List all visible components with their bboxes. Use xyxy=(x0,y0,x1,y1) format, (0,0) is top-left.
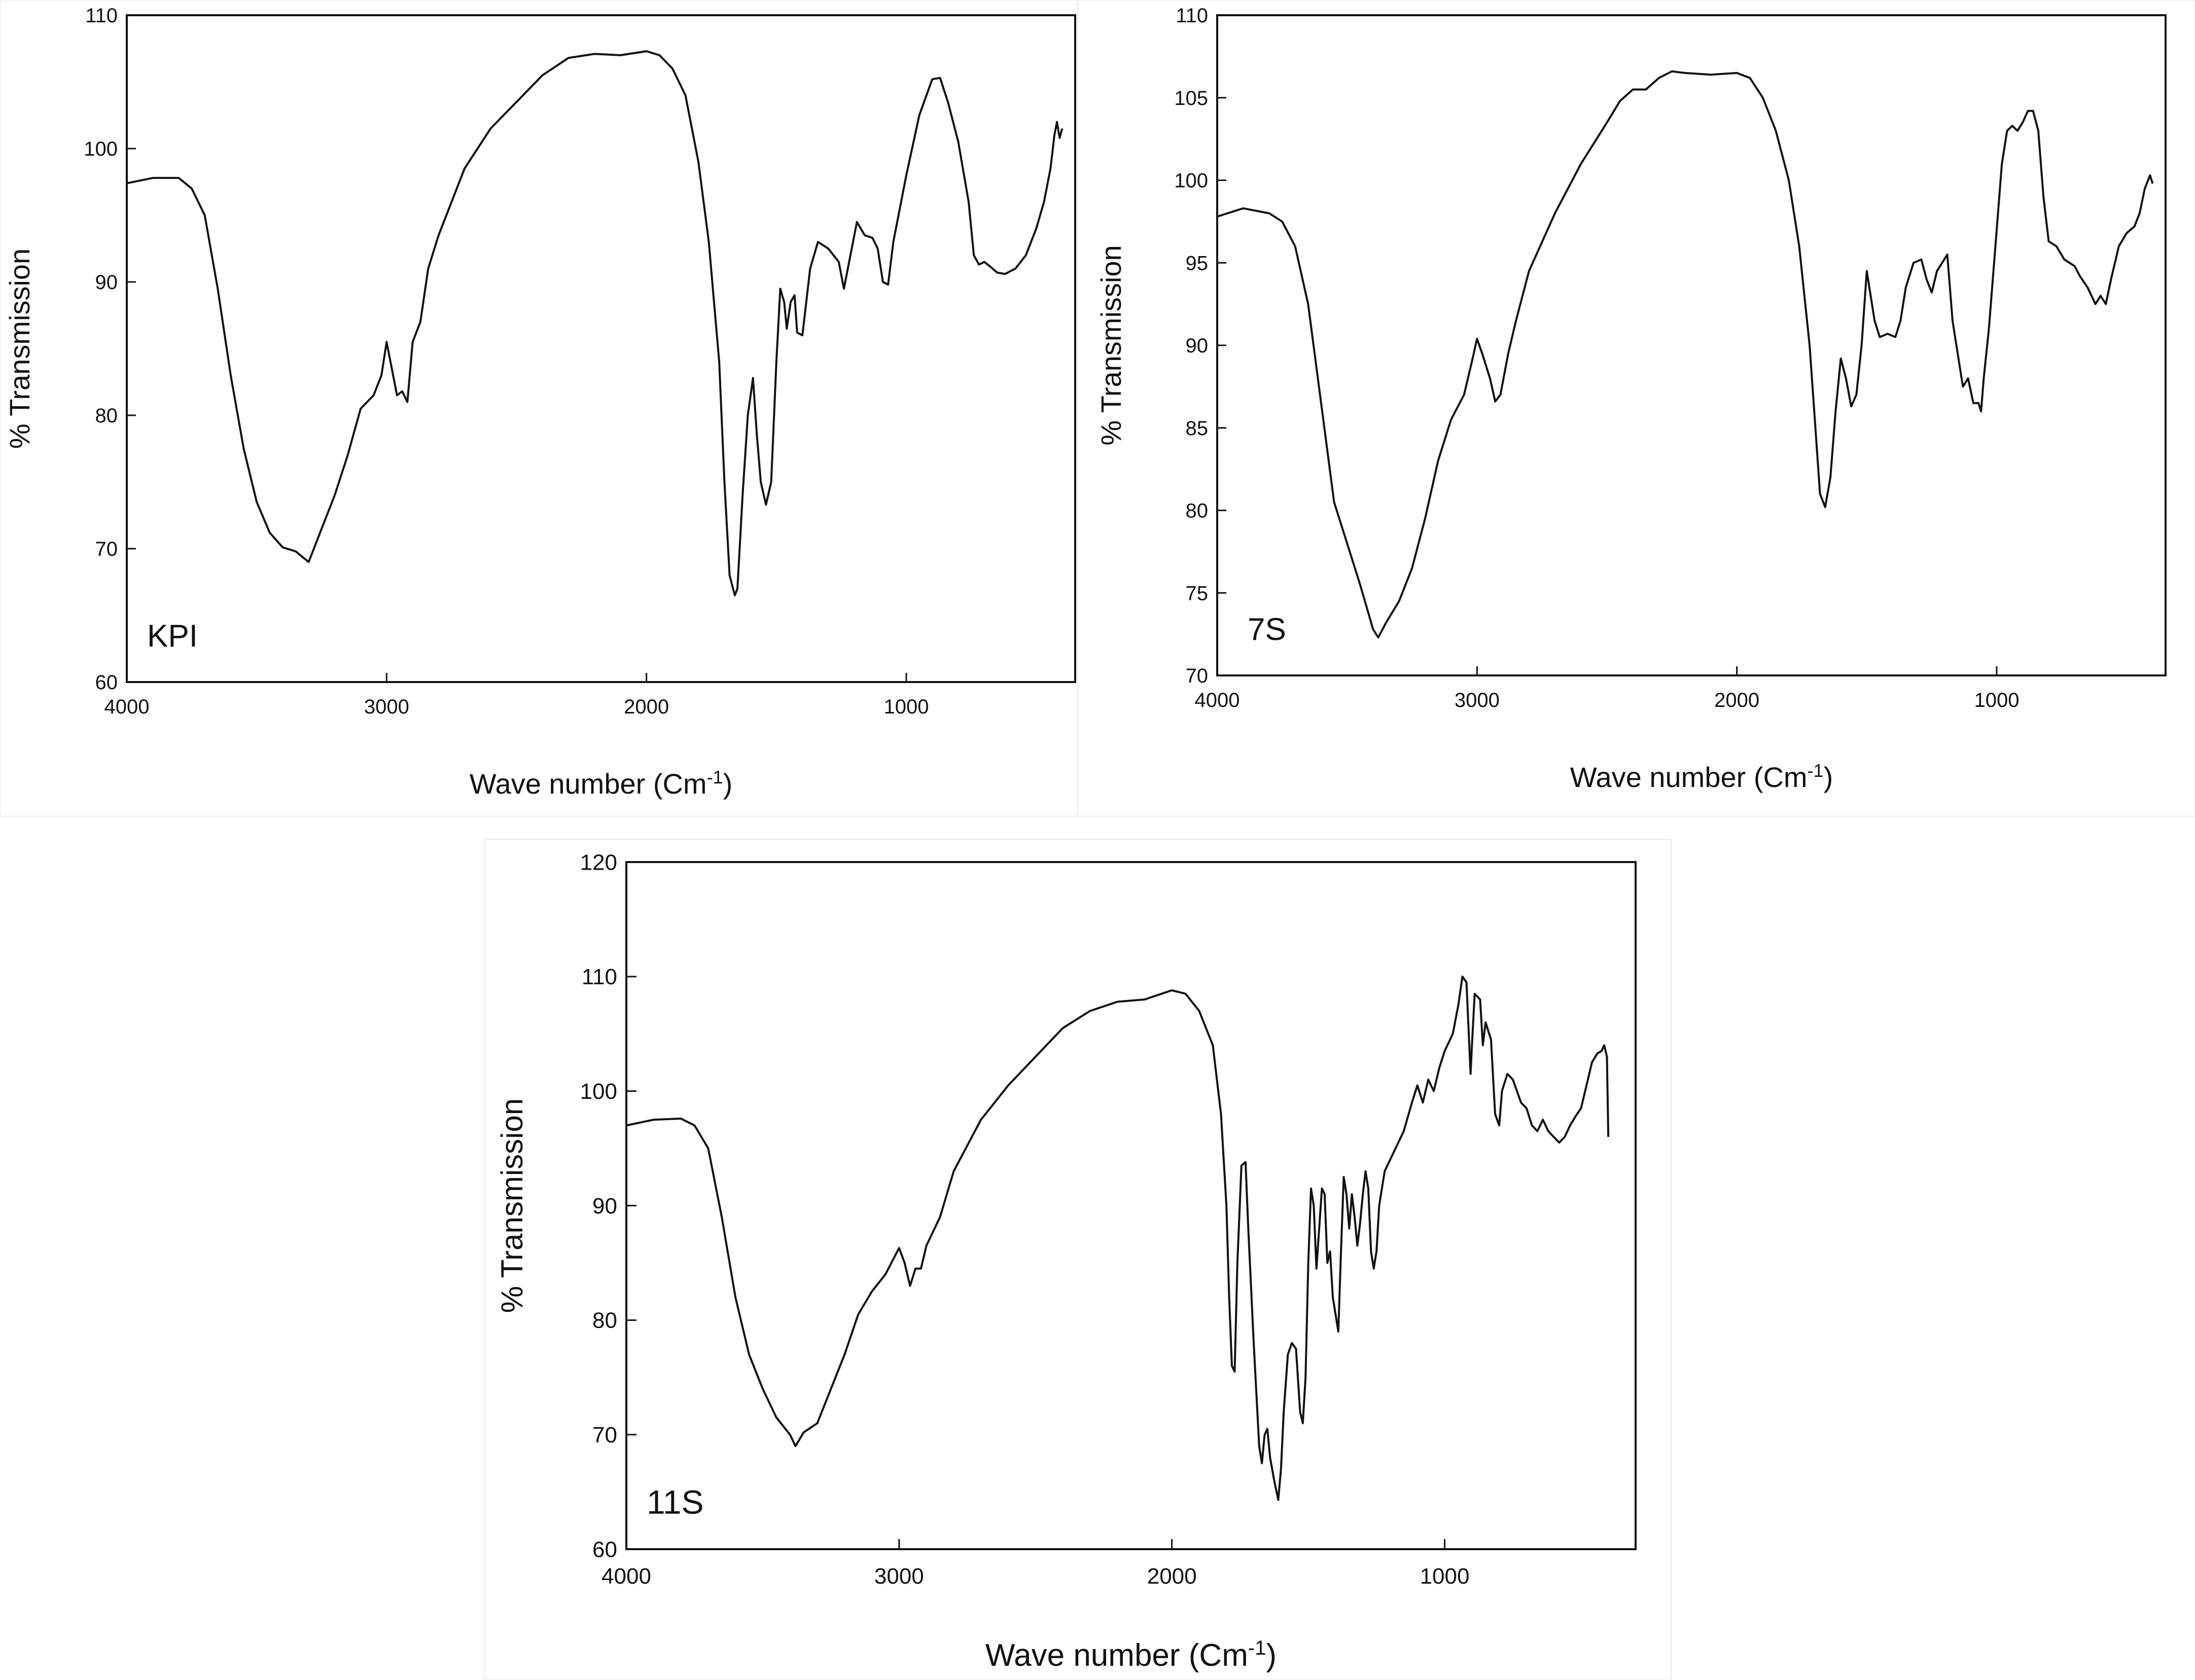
panel-label: 11S xyxy=(647,1483,704,1521)
y-tick-label: 95 xyxy=(1186,252,1209,274)
y-tick-label: 70 xyxy=(95,538,118,560)
panel-kpi-background xyxy=(0,0,1079,817)
y-tick-label: 110 xyxy=(85,5,118,27)
series-line xyxy=(126,50,1064,596)
panel-7s: 70 75 80 85 90 95 100 105 110 4000 3000 2000 1000 7… xyxy=(1095,5,2167,794)
panel-label: KPI xyxy=(147,619,198,654)
x-tick-label: 1000 xyxy=(1974,689,2019,711)
plot-frame xyxy=(126,14,1076,683)
x-axis-label: Wave number (Cm-1) xyxy=(985,1637,1277,1673)
panel-kpi: 60 70 80 90 100 110 4000 3000 2000 1000 KPI % Tr… xyxy=(4,5,1076,800)
y-tick-label: 85 xyxy=(1186,417,1209,440)
x-tick-label: 2000 xyxy=(1147,1564,1197,1589)
x-tick-label: 4000 xyxy=(601,1564,651,1589)
y-tick-label: 90 xyxy=(1186,335,1209,357)
y-tick-label: 70 xyxy=(1186,665,1209,687)
y-tick-label: 75 xyxy=(1186,582,1209,604)
y-axis-label: % Transmission xyxy=(495,1098,529,1313)
x-tick-label: 3000 xyxy=(364,696,409,718)
x-tick-label: 2000 xyxy=(624,696,669,718)
x-axis-label: Wave number (Cm-1) xyxy=(470,767,732,800)
y-tick-label: 100 xyxy=(1174,170,1208,192)
y-tick-label: 70 xyxy=(592,1423,617,1448)
y-tick-label: 80 xyxy=(592,1308,617,1333)
y-tick-label: 105 xyxy=(1174,87,1208,110)
y-tick-label: 60 xyxy=(95,671,118,694)
y-tick-label: 100 xyxy=(580,1079,617,1104)
x-axis-label: Wave number (Cm-1) xyxy=(1570,760,1833,794)
y-tick-label: 60 xyxy=(592,1537,617,1562)
x-tick-label: 1000 xyxy=(883,696,929,718)
series-line xyxy=(1217,70,2154,639)
y-tick-label: 80 xyxy=(95,405,118,427)
panel-7s-background xyxy=(1077,0,2195,817)
series-line xyxy=(626,975,1610,1501)
x-tick-label: 2000 xyxy=(1714,689,1759,711)
y-tick-label: 100 xyxy=(84,138,118,160)
y-axis-label: % Transmission xyxy=(1095,245,1127,445)
y-tick-label: 90 xyxy=(592,1194,617,1219)
panel-11s-background xyxy=(483,838,1672,1680)
y-tick-label: 120 xyxy=(580,850,617,875)
x-tick-label: 4000 xyxy=(1195,689,1240,711)
x-tick-label: 3000 xyxy=(874,1564,924,1589)
y-axis-label: % Transmission xyxy=(4,248,36,449)
y-tick-label: 90 xyxy=(95,271,118,294)
y-tick-label: 110 xyxy=(582,964,617,989)
y-tick-label: 110 xyxy=(1176,5,1208,27)
panel-label: 7S xyxy=(1248,612,1286,647)
x-tick-label: 4000 xyxy=(104,696,150,718)
x-tick-label: 3000 xyxy=(1455,689,1500,711)
x-tick-label: 1000 xyxy=(1420,1564,1470,1589)
y-tick-label: 80 xyxy=(1186,500,1209,522)
panel-11s: 60 70 80 90 100 110 120 4000 3000 2000 1000 11S %… xyxy=(495,850,1637,1673)
